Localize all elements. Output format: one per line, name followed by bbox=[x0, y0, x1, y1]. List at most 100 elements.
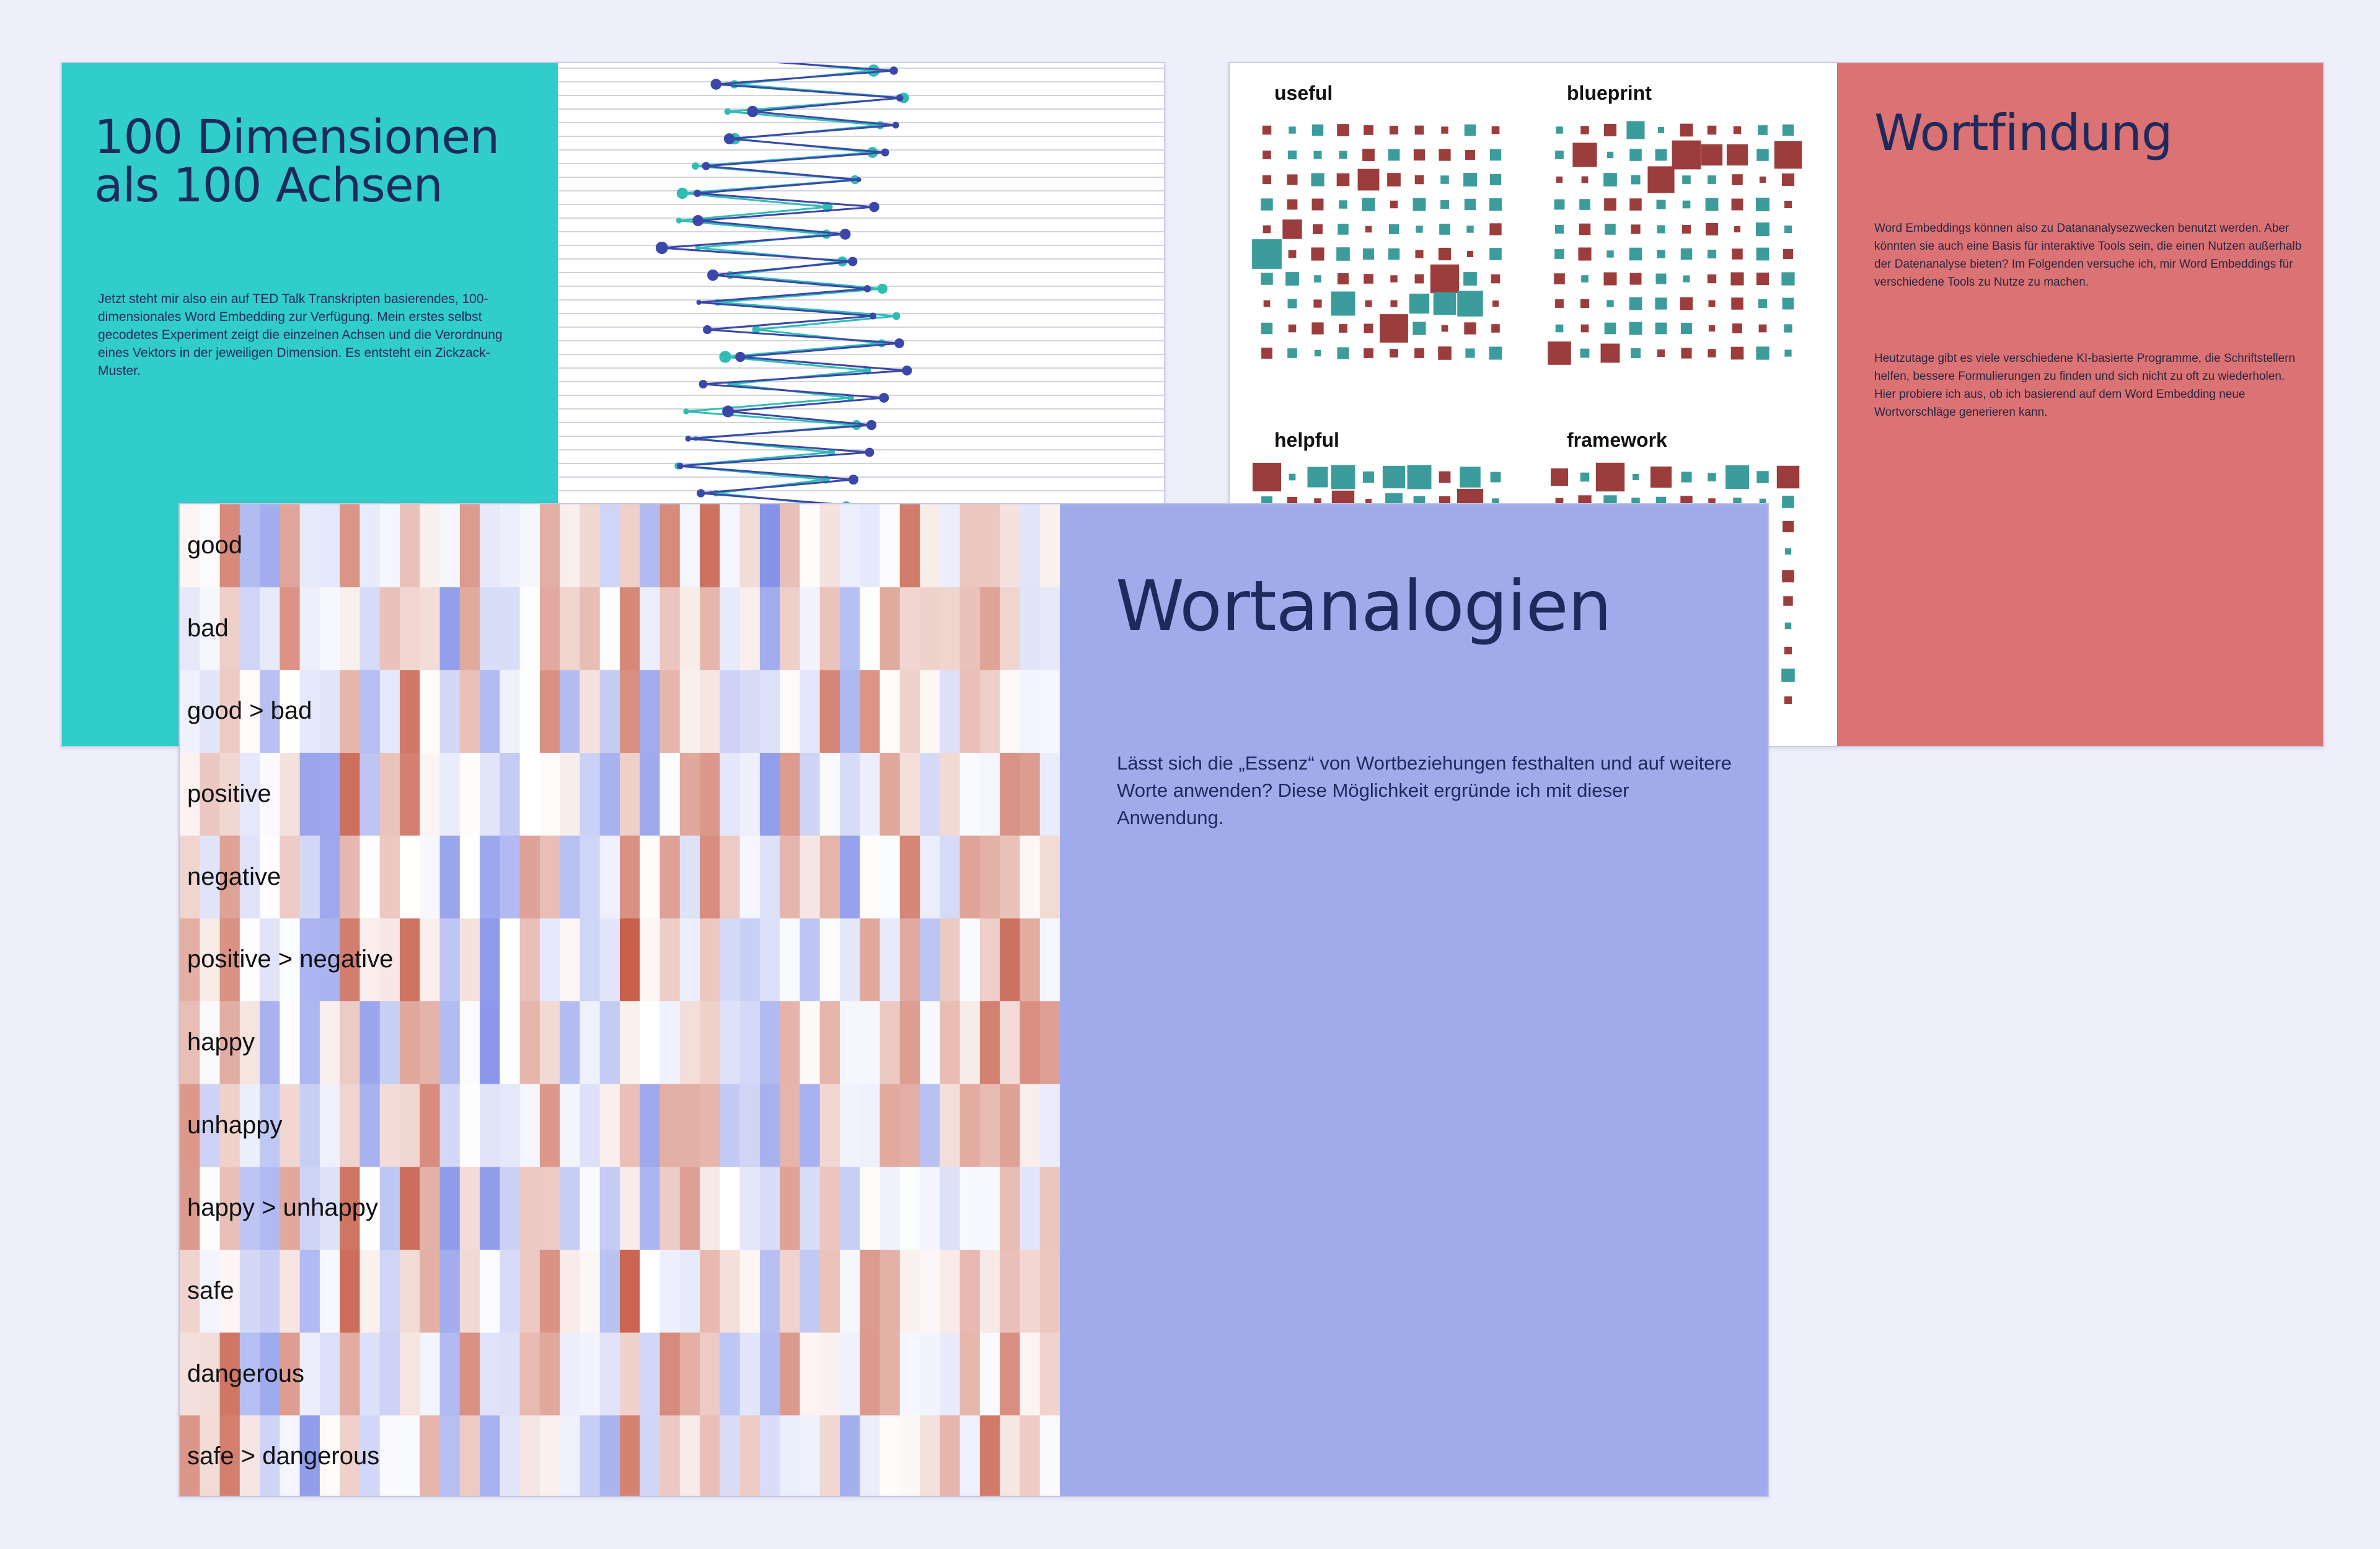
grid-blueprint-square bbox=[1732, 174, 1743, 185]
heatmap-cell bbox=[620, 1001, 640, 1085]
heatmap-row-label: dangerous bbox=[187, 1359, 305, 1387]
heatmap-row-label: good > bad bbox=[187, 697, 312, 725]
grid-blueprint-square bbox=[1701, 144, 1723, 166]
heatmap-cell bbox=[560, 1332, 581, 1416]
heatmap-cell bbox=[200, 1415, 221, 1496]
heatmap-cell bbox=[659, 753, 681, 836]
heatmap-cell bbox=[459, 1084, 480, 1167]
heatmap-cell bbox=[500, 835, 521, 919]
heatmap-cell bbox=[679, 504, 700, 588]
heatmap-cell bbox=[260, 670, 280, 753]
heatmap-cell bbox=[819, 835, 840, 919]
heatmap-cell bbox=[239, 753, 260, 836]
grid-useful-square bbox=[1282, 219, 1302, 239]
heatmap-cell bbox=[539, 835, 560, 919]
heatmap-cell bbox=[359, 670, 381, 753]
grid-useful-square bbox=[1311, 124, 1324, 136]
heatmap-cell bbox=[780, 1167, 801, 1250]
heatmap-cell bbox=[480, 1415, 500, 1496]
grid-useful-square bbox=[1491, 126, 1500, 134]
series-a-point bbox=[866, 419, 877, 431]
grid-framework-square bbox=[1708, 498, 1716, 506]
heatmap-cell bbox=[560, 1415, 581, 1496]
heatmap-cell bbox=[640, 918, 661, 1002]
heatmap-cell bbox=[979, 670, 1000, 753]
heatmap-cell bbox=[340, 1415, 361, 1496]
heatmap-cell bbox=[400, 1332, 420, 1416]
heatmap-cell bbox=[840, 753, 860, 836]
series-b-point bbox=[866, 147, 878, 158]
heatmap-cell bbox=[480, 1332, 500, 1416]
heatmap-cell bbox=[1039, 918, 1060, 1002]
heatmap-cell bbox=[739, 835, 760, 919]
heatmap-cell bbox=[979, 835, 1000, 919]
grid-useful-square bbox=[1414, 125, 1424, 135]
heatmap-cell bbox=[640, 504, 661, 588]
heatmap-cell bbox=[400, 1250, 420, 1333]
heatmap-cell bbox=[920, 670, 940, 753]
heatmap-cell bbox=[1000, 1250, 1021, 1333]
heatmap-cell bbox=[519, 835, 540, 919]
grid-useful-square bbox=[1433, 292, 1457, 315]
heatmap-cell bbox=[260, 835, 280, 919]
heatmap-cell bbox=[459, 1415, 480, 1496]
series-a-point bbox=[722, 405, 734, 418]
heatmap-cell bbox=[439, 1415, 461, 1496]
grid-blueprint-square bbox=[1756, 198, 1770, 211]
heatmap-cell bbox=[280, 1332, 301, 1416]
heatmap-cell bbox=[1039, 504, 1060, 588]
heatmap-cell bbox=[1020, 1167, 1041, 1250]
heatmap-cell bbox=[239, 587, 260, 670]
heatmap-cell bbox=[359, 918, 381, 1002]
heatmap-cell bbox=[700, 504, 720, 588]
grid-useful-square bbox=[1289, 126, 1296, 134]
heatmap-cell bbox=[940, 1332, 961, 1416]
heatmap-cell bbox=[480, 918, 500, 1002]
heatmap-cell bbox=[200, 1332, 221, 1416]
heatmap-cell bbox=[1039, 1250, 1060, 1333]
heatmap-cell bbox=[679, 670, 700, 753]
heatmap-cell bbox=[260, 504, 280, 588]
heatmap-cell bbox=[599, 918, 620, 1002]
heatmap-cell bbox=[400, 753, 420, 836]
series-b-point bbox=[692, 162, 699, 170]
grid-useful-square bbox=[1261, 198, 1273, 211]
grid-useful-square bbox=[1441, 325, 1448, 332]
heatmap-cell bbox=[979, 587, 1000, 670]
heatmap-cell bbox=[1039, 1084, 1060, 1167]
grid-blueprint-square bbox=[1606, 250, 1614, 258]
heatmap-cell bbox=[519, 670, 540, 753]
heatmap-cell bbox=[759, 670, 780, 753]
grid-helpful-square bbox=[1289, 473, 1296, 481]
heatmap-cell bbox=[260, 1084, 280, 1167]
grid-framework-square bbox=[1776, 465, 1800, 489]
heatmap-cell bbox=[819, 1250, 840, 1333]
heatmap-cell bbox=[840, 918, 860, 1002]
heatmap-cell bbox=[940, 1084, 961, 1167]
heatmap-cell bbox=[340, 753, 361, 836]
heatmap-cell bbox=[620, 918, 640, 1002]
heatmap-cell bbox=[739, 918, 760, 1002]
grid-helpful-square bbox=[1439, 471, 1451, 483]
grid-blueprint-square bbox=[1681, 348, 1692, 359]
heatmap-cell bbox=[539, 1250, 560, 1333]
heatmap-cell bbox=[819, 1001, 840, 1085]
heatmap-cell bbox=[480, 504, 500, 588]
heatmap-cell bbox=[180, 1415, 200, 1496]
series-a-point bbox=[896, 94, 904, 102]
heatmap-cell bbox=[280, 1250, 301, 1333]
heatmap-cell bbox=[819, 1084, 840, 1167]
heatmap-cell bbox=[480, 1250, 500, 1333]
heatmap-cell bbox=[959, 835, 981, 919]
heatmap-cell bbox=[519, 1167, 540, 1250]
grid-framework-square bbox=[1782, 496, 1794, 508]
grid-blueprint-square bbox=[1554, 273, 1565, 284]
heatmap-cell bbox=[379, 835, 400, 919]
heatmap-cell bbox=[720, 753, 741, 836]
heatmap-cell bbox=[979, 918, 1000, 1002]
heatmap-cell bbox=[200, 1250, 221, 1333]
heatmap-cell bbox=[659, 1250, 681, 1333]
heatmap-cell bbox=[879, 587, 901, 670]
grid-helpful-square bbox=[1365, 498, 1372, 506]
heatmap-cell bbox=[1000, 504, 1021, 588]
